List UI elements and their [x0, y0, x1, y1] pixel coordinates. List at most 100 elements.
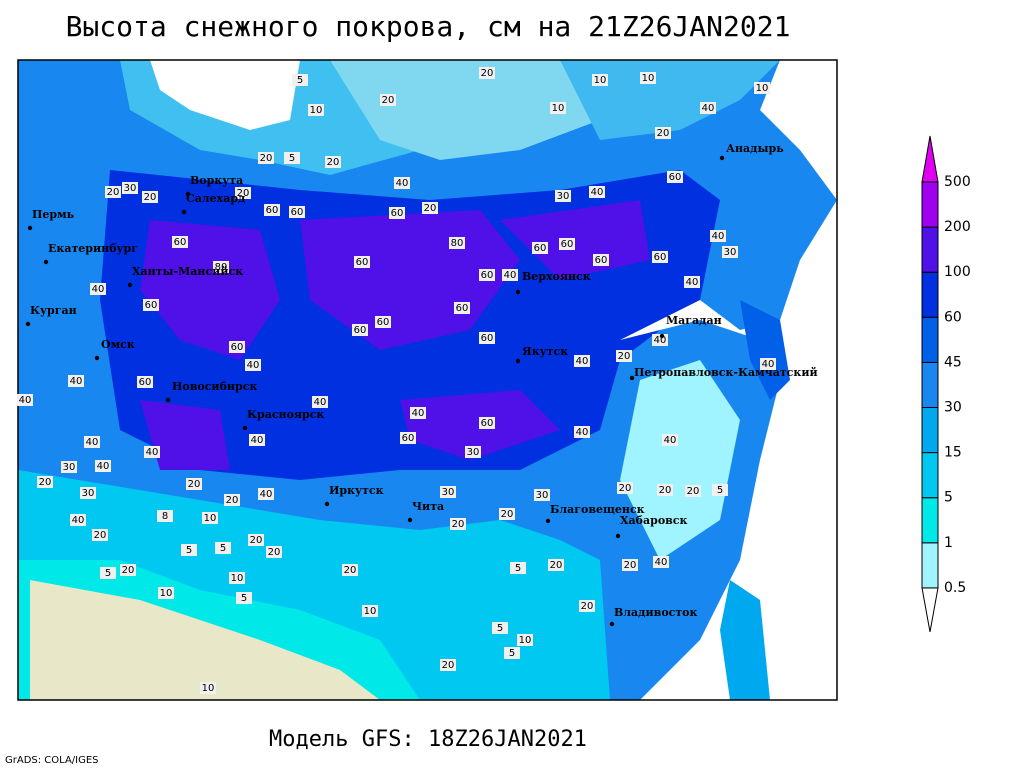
contour-label: 20 — [501, 509, 514, 520]
city-dot — [515, 289, 521, 295]
contour-label-box — [760, 358, 776, 370]
contour-label-box — [362, 605, 378, 617]
contour-label: 40 — [72, 515, 85, 526]
contour-label-box — [213, 261, 229, 273]
contour-label-box — [236, 592, 252, 604]
contour-label-box — [479, 67, 495, 79]
contour-label-box — [754, 82, 770, 94]
contour-label: 30 — [63, 462, 76, 473]
contour-label-box — [224, 494, 240, 506]
contour-label-box — [142, 191, 158, 203]
contour-label-box — [492, 622, 508, 634]
colorbar-label: 1 — [944, 535, 953, 551]
contour-label-box — [258, 488, 274, 500]
contour-label: 10 — [519, 635, 532, 646]
contour-label-box — [532, 242, 548, 254]
contour-label-box — [375, 316, 391, 328]
contour-label-box — [266, 546, 282, 558]
contour-label: 20 — [481, 68, 494, 79]
colorbar-label: 15 — [944, 445, 962, 461]
contour-label: 20 — [687, 486, 700, 497]
contour-label: 40 — [664, 435, 677, 446]
contour-label-box — [684, 276, 700, 288]
colorbar-label: 5 — [944, 490, 953, 506]
contour-label-box — [354, 256, 370, 268]
contour-label: 20 — [226, 495, 239, 506]
colorbar-label: 30 — [944, 400, 962, 416]
contour-label-box — [245, 359, 261, 371]
colorbar-swatch — [921, 316, 939, 363]
contour-label: 40 — [655, 557, 668, 568]
contour-label: 60 — [354, 325, 367, 336]
contour-label: 10 — [204, 513, 217, 524]
contour-label-box — [410, 407, 426, 419]
contour-label-box — [70, 514, 86, 526]
contour-label-box — [592, 74, 608, 86]
cities: Анадырь Верхоянск Магадан Якутск Петропавлов… — [25, 142, 818, 627]
contour-label-box — [517, 634, 533, 646]
contour-label: 5 — [717, 485, 723, 496]
contour-label: 40 — [146, 447, 159, 458]
city-label: Екатеринбург — [48, 242, 138, 255]
city-dot — [165, 397, 171, 403]
city-label: Верхоянск — [522, 270, 591, 283]
contour-label-box — [440, 659, 456, 671]
contour-label: 40 — [86, 437, 99, 448]
contour-label: 20 — [624, 560, 637, 571]
contour-label: 30 — [557, 191, 570, 202]
contour-label-box — [499, 508, 515, 520]
contour-label: 60 — [377, 317, 390, 328]
contour-label-box — [84, 436, 100, 448]
contour-label: 60 — [174, 237, 187, 248]
city-dot — [27, 225, 33, 231]
contour-label: 5 — [220, 543, 226, 554]
contour-label: 20 — [122, 565, 135, 576]
contour-label: 60 — [481, 418, 494, 429]
contour-label-box — [61, 461, 77, 473]
colorbar-label: 500 — [944, 174, 971, 190]
contour-label-box — [700, 102, 716, 114]
contour-label: 30 — [467, 447, 480, 458]
contour-label: 5 — [241, 593, 247, 604]
contour-label-box — [105, 186, 121, 198]
contour-label-box — [574, 426, 590, 438]
contour-label-box — [68, 375, 84, 387]
contour-label-box — [312, 396, 328, 408]
contour-label: 40 — [70, 376, 83, 387]
contour-label-box — [157, 510, 173, 522]
contour-label: 20 — [550, 560, 563, 571]
city-dot — [242, 425, 248, 431]
contour-label: 40 — [19, 395, 32, 406]
contour-label-box — [137, 376, 153, 388]
contour-label-box — [264, 204, 280, 216]
colorbar-swatch — [921, 226, 939, 273]
contour-label: 5 — [105, 568, 111, 579]
contour-label: 20 — [260, 153, 273, 164]
contour-label-box — [550, 102, 566, 114]
contour-label: 20 — [659, 485, 672, 496]
contour-label: 60 — [356, 257, 369, 268]
contour-label: 10 — [310, 105, 323, 116]
contour-label: 30 — [724, 247, 737, 258]
contour-label-box — [450, 518, 466, 530]
contour-label: 40 — [412, 408, 425, 419]
contour-label: 10 — [594, 75, 607, 86]
contour-label-box — [181, 544, 197, 556]
contour-label: 40 — [686, 277, 699, 288]
contour-label: 80 — [215, 262, 228, 273]
contour-label: 40 — [576, 356, 589, 367]
contour-label-box — [579, 600, 595, 612]
contour-label: 20 — [619, 483, 632, 494]
contour-label: 5 — [297, 75, 303, 86]
contour-label: 60 — [654, 252, 667, 263]
contour-label-box — [559, 238, 575, 250]
contour-label-box — [143, 299, 159, 311]
contour-label-box — [657, 484, 673, 496]
contour-label: 40 — [712, 231, 725, 242]
colorbar-label: 200 — [944, 219, 971, 235]
contour-label-box — [186, 478, 202, 490]
contour-label: 20 — [452, 519, 465, 530]
city-dot — [43, 259, 49, 265]
contour-label: 80 — [451, 238, 464, 249]
